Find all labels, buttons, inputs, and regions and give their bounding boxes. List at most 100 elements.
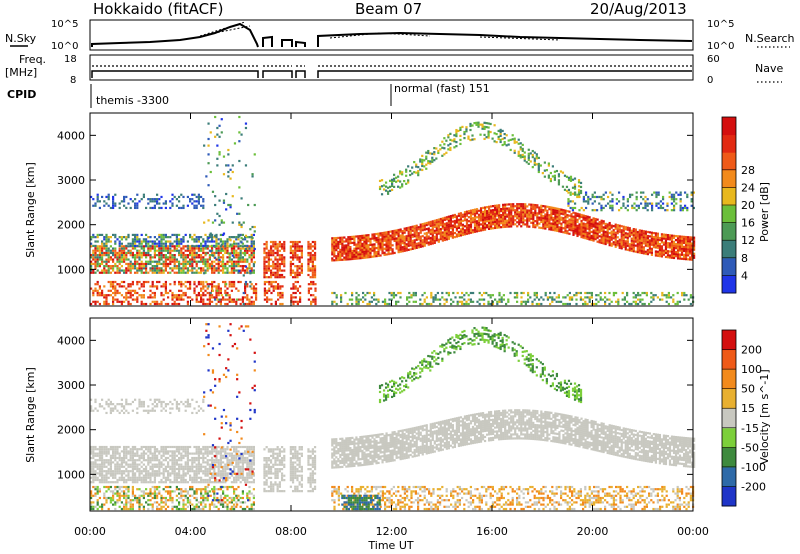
power-echo: [495, 132, 498, 136]
power-echo: [425, 155, 428, 158]
power-echo: [538, 210, 541, 213]
power-echo: [634, 302, 637, 306]
power-echo: [340, 294, 343, 297]
power-echo: [537, 168, 540, 172]
power-echo: [105, 271, 108, 274]
power-echo: [534, 210, 537, 213]
power-echo: [107, 249, 110, 252]
power-echo: [481, 206, 485, 210]
power-echo: [202, 258, 205, 261]
power-echo: [527, 300, 530, 303]
power-echo: [572, 219, 575, 222]
power-echo: [584, 215, 587, 218]
power-echo: [125, 262, 128, 266]
velocity-echo: [107, 481, 110, 484]
power-echo: [239, 271, 242, 274]
power-echo: [105, 258, 108, 261]
power-ytick-label: 4000: [57, 129, 85, 142]
power-echo: [263, 289, 266, 292]
power-echo: [567, 188, 571, 192]
power-echo: [621, 291, 624, 295]
power-echo: [546, 205, 549, 208]
power-echo: [598, 241, 601, 244]
power-echo: [492, 221, 495, 224]
power-echo: [439, 229, 442, 233]
power-echo: [617, 209, 621, 212]
power-echo: [341, 238, 344, 241]
power-echo: [220, 219, 223, 222]
power-echo: [175, 249, 178, 252]
power-echo: [568, 214, 571, 217]
nave-label: Nave: [755, 62, 783, 75]
velocity-echo: [105, 454, 108, 457]
power-echo: [186, 254, 189, 257]
power-echo: [191, 265, 194, 268]
power-echo: [560, 210, 563, 213]
power-echo: [622, 245, 625, 248]
power-echo: [186, 240, 189, 243]
power-echo: [680, 237, 684, 240]
velocity-echo: [90, 450, 93, 453]
power-echo: [164, 287, 167, 290]
power-echo: [441, 235, 444, 238]
power-echo: [616, 244, 619, 247]
power-echo: [387, 248, 390, 252]
power-echo: [597, 300, 600, 303]
power-echo: [248, 245, 251, 248]
power-echo: [670, 252, 674, 255]
power-echo: [283, 247, 286, 250]
power-echo: [518, 205, 521, 208]
power-echo: [517, 152, 520, 155]
power-echo: [477, 217, 481, 220]
power-echo: [680, 247, 684, 250]
power-echo: [477, 225, 481, 228]
power-echo: [574, 228, 577, 231]
power-echo: [92, 258, 95, 261]
power-echo: [171, 294, 174, 297]
power-echo: [411, 229, 414, 232]
power-echo: [459, 212, 463, 215]
power-echo: [628, 245, 631, 248]
power-echo: [217, 294, 220, 297]
power-echo: [531, 149, 534, 153]
power-echo: [563, 174, 567, 177]
power-echo: [252, 269, 255, 272]
power-echo: [197, 249, 200, 252]
power-echo: [197, 198, 200, 201]
power-echo: [655, 204, 658, 207]
power-echo: [240, 258, 243, 262]
power-echo: [526, 205, 529, 208]
power-echo: [120, 260, 123, 263]
power-echo: [385, 237, 388, 240]
power-echo: [341, 246, 344, 249]
power-echo: [600, 219, 603, 222]
power-echo: [634, 294, 637, 297]
power-echo: [433, 229, 436, 232]
power-echo: [289, 251, 292, 255]
velocity-echo: [105, 459, 108, 462]
power-echo: [215, 287, 218, 290]
power-echo: [570, 221, 573, 224]
power-echo: [140, 247, 143, 250]
power-echo: [153, 260, 156, 263]
power-echo: [387, 244, 390, 248]
power-echo: [562, 302, 565, 306]
power-echo: [401, 232, 404, 235]
power-echo: [411, 225, 414, 228]
power-echo: [666, 238, 670, 241]
power-echo: [138, 287, 141, 290]
power-echo: [568, 226, 571, 229]
power-echo: [267, 262, 270, 266]
power-echo: [204, 289, 207, 292]
power-echo: [652, 239, 655, 243]
power-echo: [231, 221, 234, 224]
power-echo: [96, 269, 99, 272]
power-echo: [120, 200, 123, 203]
velocity-echo: [92, 478, 95, 482]
power-echo: [405, 174, 408, 177]
power-echo: [447, 233, 450, 236]
power-echo: [601, 298, 604, 301]
power-echo: [678, 243, 682, 246]
power-echo: [202, 280, 205, 284]
power-echo: [362, 300, 365, 303]
